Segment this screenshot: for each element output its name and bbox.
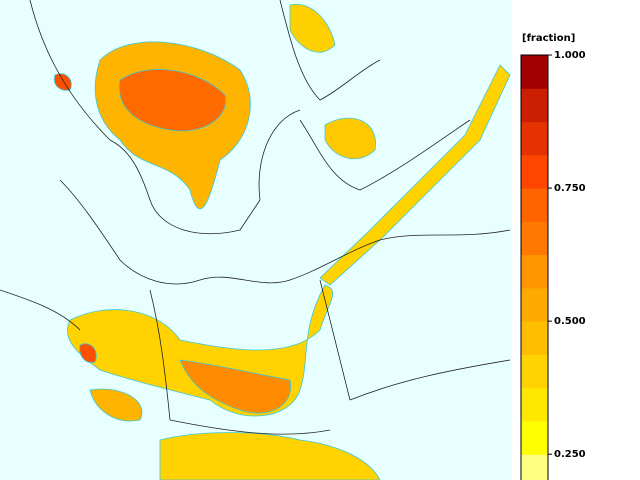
colorbar-tick-label: 0.750: [554, 183, 586, 194]
colorbar-band: [521, 321, 548, 355]
colorbar-band: [521, 121, 548, 156]
colorbar-band: [521, 221, 548, 256]
map-features: [0, 0, 511, 480]
colorbar-tick-label: 1.000: [554, 50, 586, 61]
colorbar-band: [521, 88, 548, 123]
colorbar-frame: [520, 54, 549, 480]
colorbar-band: [521, 454, 548, 480]
colorbar-band: [521, 420, 548, 455]
legend-title: [fraction]: [522, 33, 575, 44]
colorbar-band: [521, 287, 548, 322]
colorbar-tick-label: 0.250: [554, 449, 586, 460]
colorbar-band: [521, 188, 548, 222]
colorbar-band: [521, 154, 548, 189]
colorbar-band: [521, 354, 548, 389]
colorbar-band: [521, 387, 548, 422]
colorbar-band: [521, 254, 548, 289]
colorbar-band: [521, 55, 548, 89]
colorbar-tick-label: 0.500: [554, 316, 586, 327]
